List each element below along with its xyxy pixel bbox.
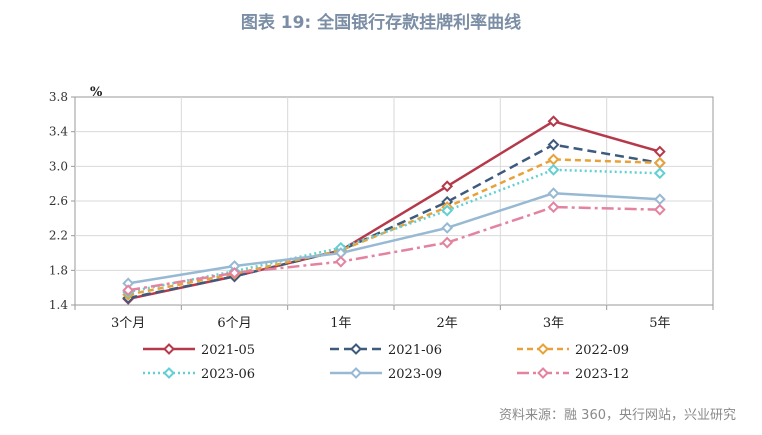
legend-swatch-marker bbox=[537, 343, 549, 355]
data-point-2021-05 bbox=[441, 180, 454, 193]
data-point-2023-12 bbox=[228, 267, 241, 279]
y-axis-label: % bbox=[90, 85, 103, 100]
x-tick-label: 3年 bbox=[543, 316, 564, 331]
legend-label: 2021-05 bbox=[201, 343, 255, 358]
x-tick-label: 6个月 bbox=[217, 316, 251, 331]
chart-title: 图表 19: 全国银行存款挂牌利率曲线 bbox=[240, 13, 522, 33]
data-point-2023-12 bbox=[441, 236, 454, 249]
source-note: 资料来源：融 360，央行网站，兴业研究 bbox=[499, 408, 736, 423]
data-point-2023-12 bbox=[547, 201, 560, 213]
data-point-2023-09 bbox=[441, 221, 454, 234]
series-line-2022-09 bbox=[127, 158, 660, 296]
data-point-2023-12 bbox=[122, 284, 135, 297]
legend-swatch-marker bbox=[163, 343, 175, 355]
data-point-2023-06 bbox=[547, 163, 560, 176]
data-point-2022-09 bbox=[547, 153, 560, 166]
x-tick-label: 1年 bbox=[330, 316, 351, 331]
legend-label: 2023-06 bbox=[201, 367, 255, 382]
x-tick-label: 5年 bbox=[649, 316, 670, 331]
legend-label: 2023-09 bbox=[388, 367, 442, 382]
data-point-2023-09 bbox=[547, 187, 560, 200]
data-point-2023-06 bbox=[441, 204, 454, 217]
y-tick-label: 2.6 bbox=[49, 194, 68, 208]
y-tick-label: 1.8 bbox=[49, 263, 68, 277]
data-point-2023-09 bbox=[653, 193, 666, 206]
legend-swatch-marker bbox=[350, 343, 362, 355]
legend-label: 2021-06 bbox=[388, 343, 442, 358]
y-tick-label: 3.4 bbox=[49, 125, 68, 139]
y-tick-label: 3.8 bbox=[49, 90, 68, 104]
legend-swatch-marker bbox=[350, 367, 362, 379]
series-line-2023-09 bbox=[127, 191, 660, 285]
data-point-2023-12 bbox=[653, 203, 666, 216]
legend-swatch-marker bbox=[537, 367, 549, 379]
legend-swatch-marker bbox=[163, 367, 175, 379]
data-point-2023-06 bbox=[653, 167, 666, 180]
series-line-2023-06 bbox=[127, 168, 660, 294]
x-tick-label: 3个月 bbox=[111, 316, 145, 331]
y-tick-label: 1.4 bbox=[49, 298, 68, 312]
data-point-2021-05 bbox=[653, 145, 666, 158]
legend-label: 2023-12 bbox=[575, 367, 629, 382]
y-tick-label: 2.2 bbox=[49, 229, 68, 243]
data-point-2021-05 bbox=[547, 115, 560, 128]
legend-label: 2022-09 bbox=[575, 343, 629, 358]
series-line-2021-06 bbox=[127, 143, 661, 300]
data-point-2023-12 bbox=[334, 255, 347, 268]
x-tick-label: 2年 bbox=[437, 316, 458, 331]
data-point-2021-06 bbox=[547, 138, 560, 151]
y-tick-label: 3.0 bbox=[49, 159, 68, 173]
